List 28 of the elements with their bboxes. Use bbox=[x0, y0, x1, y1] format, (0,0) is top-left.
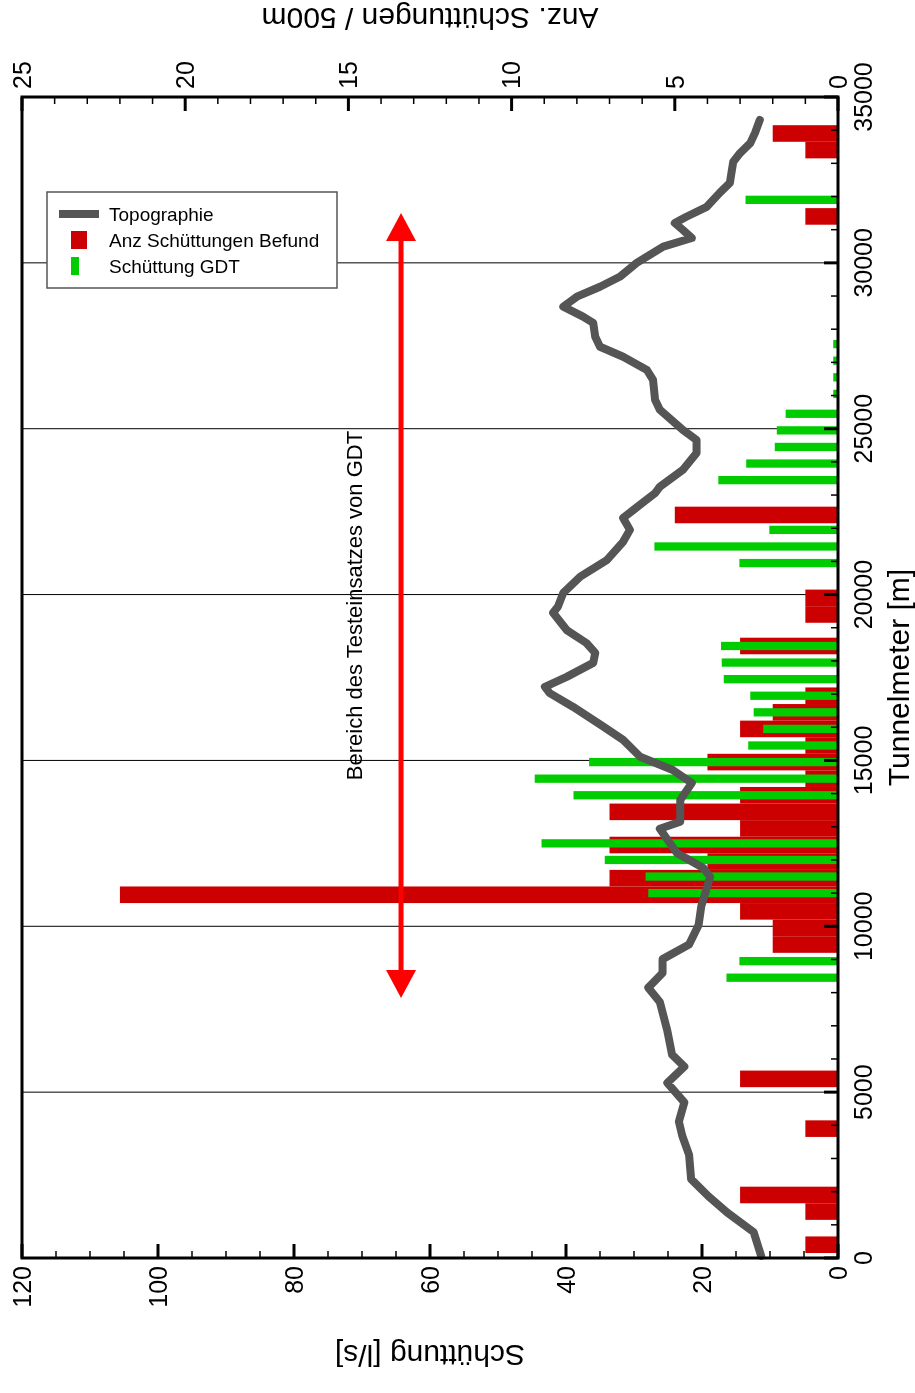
y-tick-label: 5000 bbox=[849, 1064, 877, 1120]
y-tick-label: 10000 bbox=[849, 891, 877, 962]
annotation: Bereich des Testeinsatzes von GDT bbox=[342, 430, 368, 781]
y-tick-label: 0 bbox=[849, 1251, 877, 1265]
legend-label: Schüttung GDT bbox=[109, 255, 241, 277]
legend-label: Topographie bbox=[109, 203, 214, 225]
x-tick-label: 100 bbox=[143, 1266, 172, 1308]
x-tick-label: 0 bbox=[823, 1266, 852, 1280]
y-axis-title: Tunnelmeter [m] bbox=[882, 568, 915, 787]
x2-tick-label: 0 bbox=[823, 75, 852, 89]
y-tick-label: 25000 bbox=[849, 393, 877, 464]
x2-axis-title: Anz. Schüttungen / 500m bbox=[261, 2, 599, 35]
y-tick-label: 35000 bbox=[849, 62, 877, 132]
y-tick-label: 30000 bbox=[849, 228, 877, 298]
x-tick-label: 120 bbox=[7, 1266, 36, 1308]
y-tick-label: 20000 bbox=[849, 559, 877, 630]
x2-tick-label: 10 bbox=[497, 61, 526, 89]
x-tick-label: 20 bbox=[687, 1266, 716, 1294]
x2-tick-label: 20 bbox=[170, 61, 199, 89]
legend-label: Anz Schüttungen Befund bbox=[109, 229, 320, 251]
x2-tick-label: 5 bbox=[660, 75, 689, 89]
x-tick-label: 40 bbox=[551, 1266, 580, 1294]
y-tick-label: 15000 bbox=[849, 725, 877, 796]
x-tick-label: 60 bbox=[415, 1266, 444, 1294]
x2-tick-label: 25 bbox=[7, 61, 36, 89]
x-tick-label: 80 bbox=[279, 1266, 308, 1294]
x2-tick-label: 15 bbox=[334, 61, 363, 89]
x-axis-title: Schüttung [l/s] bbox=[334, 1339, 526, 1372]
